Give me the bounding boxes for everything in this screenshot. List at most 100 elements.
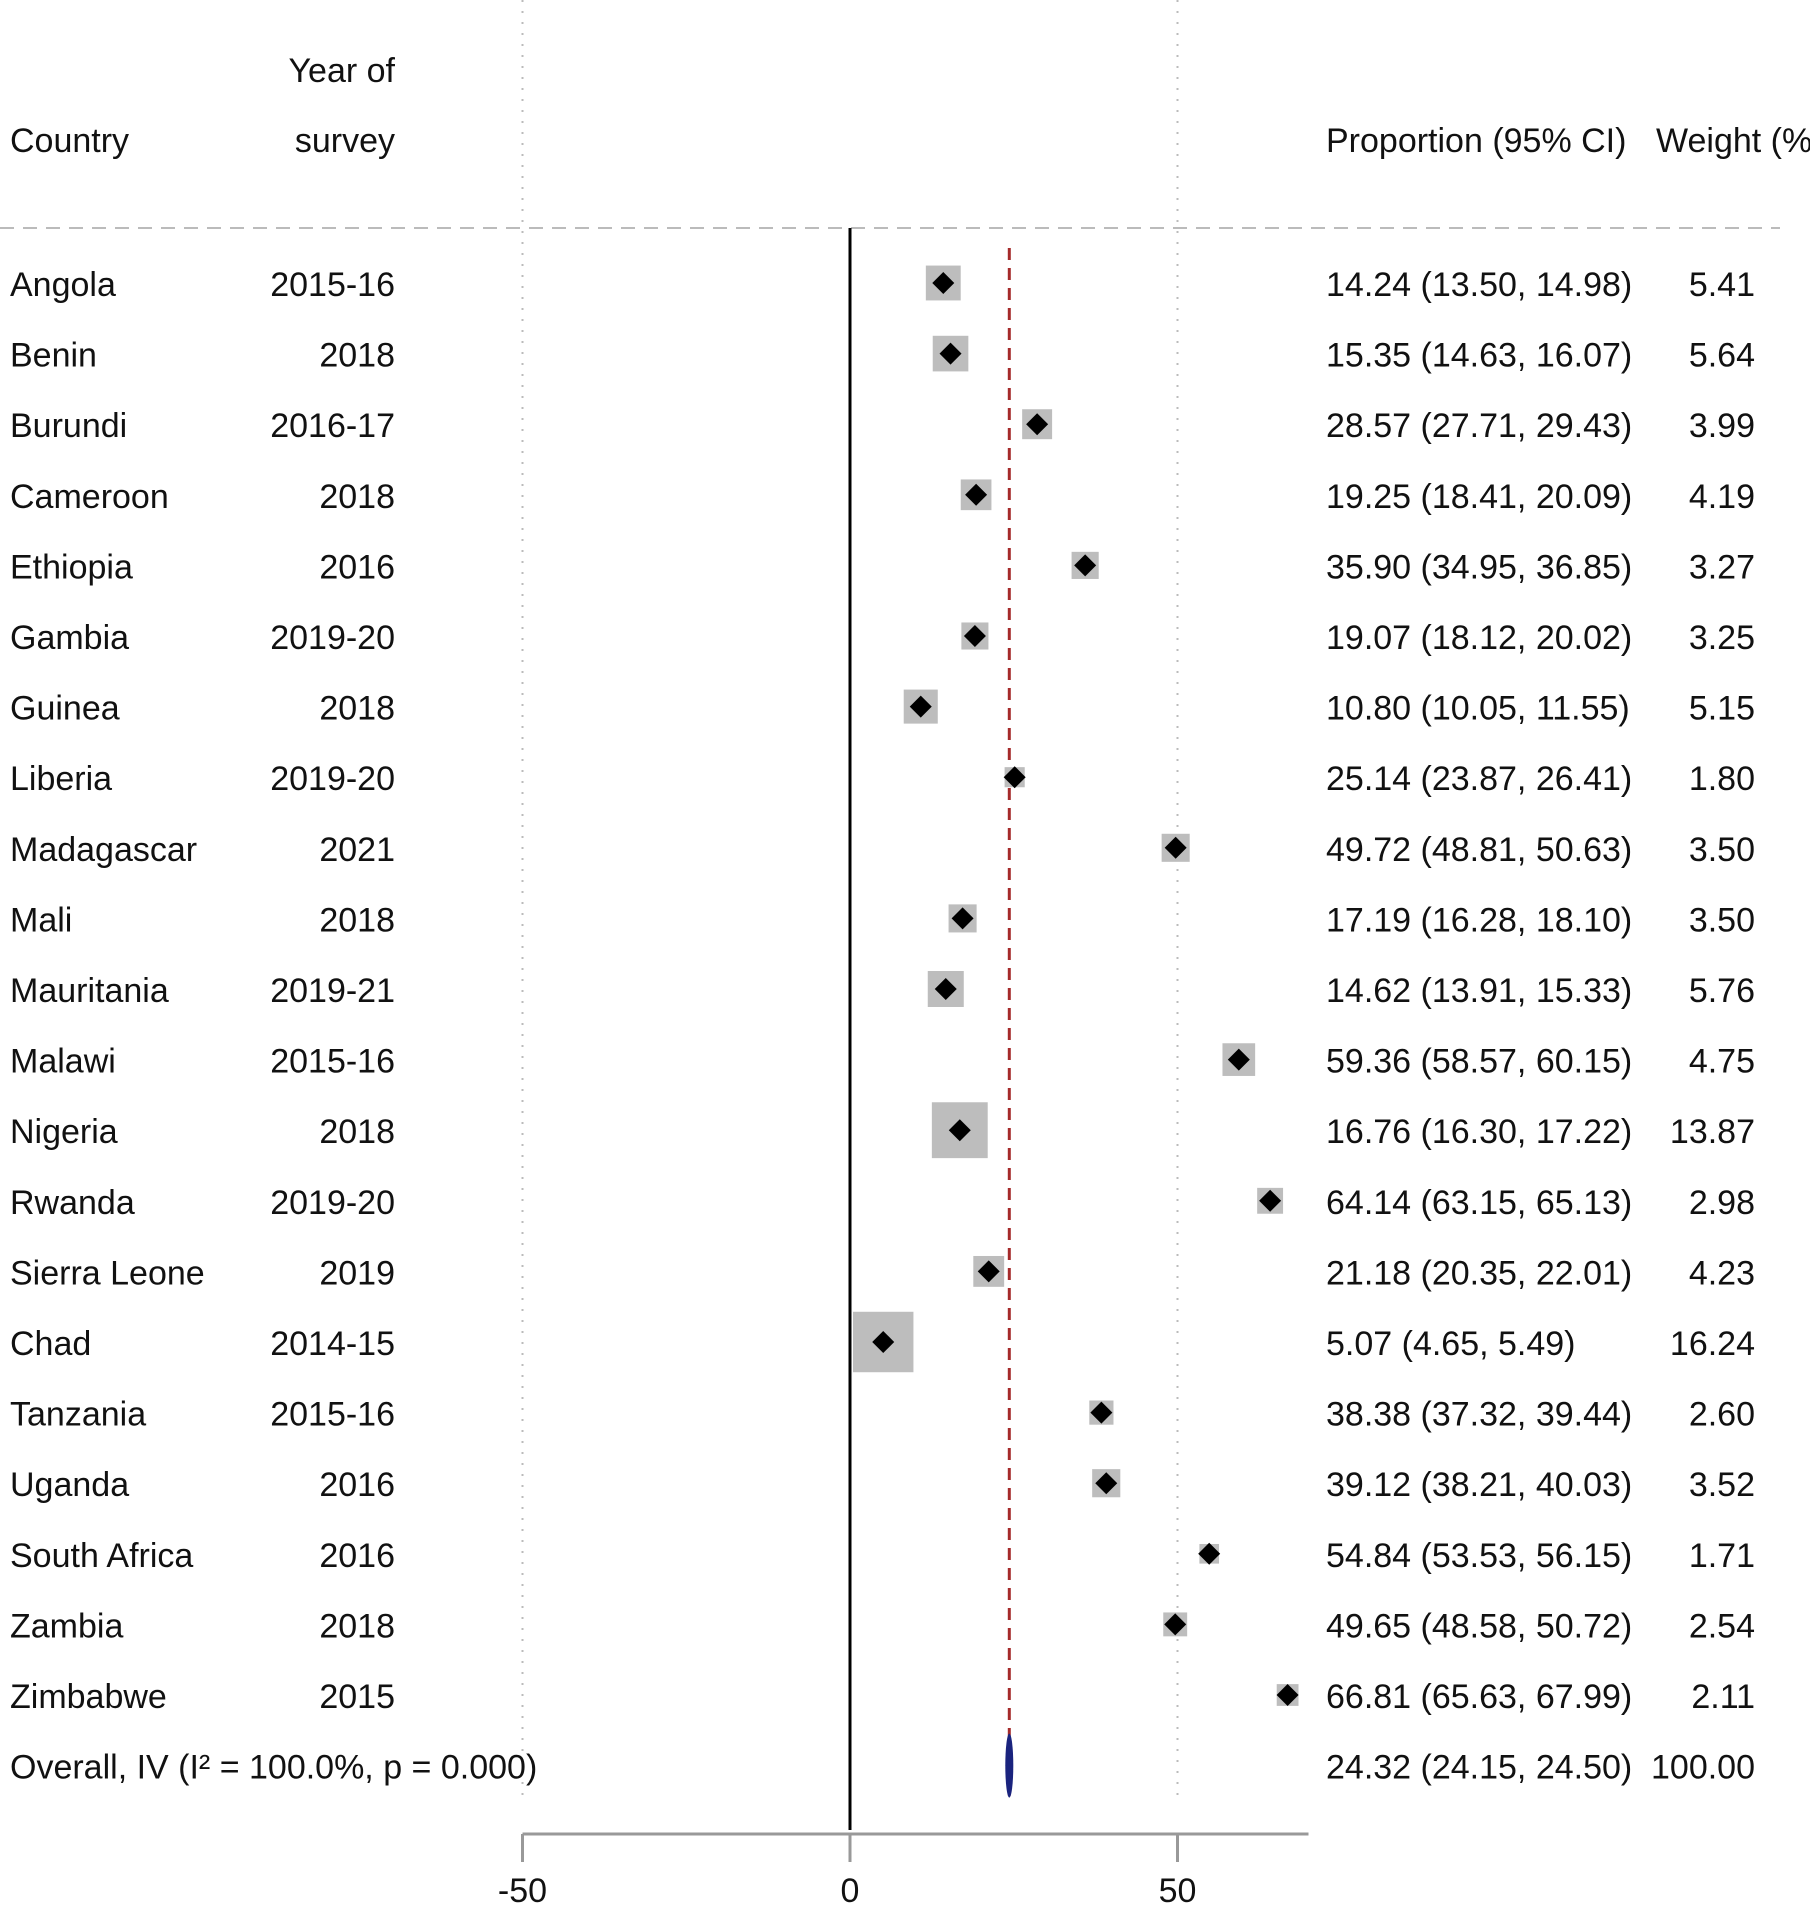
weight-text: 5.64 — [1689, 337, 1755, 375]
header-proportion: Proportion (95% CI) — [1326, 122, 1626, 160]
survey-year: 2018 — [319, 901, 395, 939]
ci-text: 54.84 (53.53, 56.15) — [1326, 1537, 1632, 1575]
ci-text: 16.76 (16.30, 17.22) — [1326, 1113, 1632, 1151]
survey-year: 2016 — [319, 1537, 395, 1575]
ci-text: 59.36 (58.57, 60.15) — [1326, 1043, 1632, 1081]
point-estimate — [951, 907, 974, 930]
country-label: Angola — [10, 266, 116, 304]
ci-text: 64.14 (63.15, 65.13) — [1326, 1184, 1632, 1222]
weight-text: 3.25 — [1689, 619, 1755, 657]
point-estimate — [1259, 1189, 1282, 1212]
study-row: Mali 2018 17.19 (16.28, 18.10) 3.50 — [10, 901, 1755, 939]
country-label: Benin — [10, 337, 97, 375]
country-label: Gambia — [10, 619, 129, 657]
point-estimate — [872, 1331, 895, 1353]
survey-year: 2018 — [319, 1113, 395, 1151]
study-row: Tanzania 2015-16 38.38 (37.32, 39.44) 2.60 — [10, 1396, 1755, 1434]
x-tick-label: 0 — [841, 1872, 860, 1906]
weight-text: 2.98 — [1689, 1184, 1755, 1222]
study-row: Mauritania 2019-21 14.62 (13.91, 15.33) 5.7… — [10, 971, 1755, 1010]
point-estimate — [909, 695, 932, 718]
ci-text: 5.07 (4.65, 5.49) — [1326, 1325, 1576, 1363]
study-row: Cameroon 2018 19.25 (18.41, 20.09) 4.19 — [10, 478, 1755, 516]
study-row: Burundi 2016-17 28.57 (27.71, 29.43) 3.99 — [10, 407, 1755, 445]
survey-year: 2019-20 — [270, 760, 395, 798]
study-row: Rwanda 2019-20 64.14 (63.15, 65.13) 2.98 — [10, 1184, 1755, 1222]
x-tick-label: 50 — [1159, 1872, 1197, 1906]
weight-text: 16.24 — [1670, 1325, 1755, 1363]
country-label: Madagascar — [10, 831, 197, 869]
study-row: Sierra Leone 2019 21.18 (20.35, 22.01) 4.23 — [10, 1254, 1755, 1292]
weight-text: 2.54 — [1689, 1607, 1755, 1645]
study-row: Liberia 2019-20 25.14 (23.87, 26.41) 1.80 — [10, 760, 1755, 798]
point-estimate — [1090, 1401, 1113, 1424]
country-label: Tanzania — [10, 1396, 146, 1434]
country-label: Guinea — [10, 690, 120, 728]
country-label: Liberia — [10, 760, 112, 798]
survey-year: 2016-17 — [270, 407, 395, 445]
point-estimate — [1095, 1472, 1118, 1495]
survey-year: 2019-20 — [270, 1184, 395, 1222]
study-row: South Africa 2016 54.84 (53.53, 56.15) 1.71 — [10, 1537, 1755, 1575]
point-estimate — [1227, 1048, 1250, 1071]
weight-text: 1.80 — [1689, 760, 1755, 798]
study-row: Zimbabwe 2015 66.81 (65.63, 67.99) 2.11 — [10, 1678, 1755, 1716]
survey-year: 2015-16 — [270, 1043, 395, 1081]
country-label: Mauritania — [10, 972, 169, 1010]
weight-text: 3.50 — [1689, 831, 1755, 869]
ci-text: 19.07 (18.12, 20.02) — [1326, 619, 1632, 657]
ci-text: 39.12 (38.21, 40.03) — [1326, 1466, 1632, 1504]
study-row: Gambia 2019-20 19.07 (18.12, 20.02) 3.25 — [10, 619, 1755, 657]
ci-text: 25.14 (23.87, 26.41) — [1326, 760, 1632, 798]
ci-text: 19.25 (18.41, 20.09) — [1326, 478, 1632, 516]
country-label: Rwanda — [10, 1184, 135, 1222]
grid-layer — [0, 0, 1780, 1800]
point-estimate — [977, 1260, 1000, 1283]
study-row: Uganda 2016 39.12 (38.21, 40.03) 3.52 — [10, 1466, 1755, 1504]
study-row: Ethiopia 2016 35.90 (34.95, 36.85) 3.27 — [10, 548, 1755, 586]
header-year-line2: survey — [295, 122, 395, 160]
weight-text: 3.50 — [1689, 901, 1755, 939]
ci-text: 15.35 (14.63, 16.07) — [1326, 337, 1632, 375]
weight-text: 4.23 — [1689, 1254, 1755, 1292]
ci-text: 49.72 (48.81, 50.63) — [1326, 831, 1632, 869]
country-label: Mali — [10, 901, 72, 939]
weight-text: 4.19 — [1689, 478, 1755, 516]
point-estimate — [1198, 1542, 1221, 1565]
country-label: Malawi — [10, 1043, 116, 1081]
overall-label: Overall, IV (I² = 100.0%, p = 0.000) — [10, 1749, 537, 1787]
point-estimate — [963, 625, 986, 647]
country-label: South Africa — [10, 1537, 193, 1575]
point-estimate — [939, 342, 962, 365]
point-estimate — [1026, 413, 1049, 436]
country-label: Zambia — [10, 1607, 123, 1645]
point-estimate — [934, 978, 957, 1000]
ci-text: 21.18 (20.35, 22.01) — [1326, 1254, 1632, 1292]
study-row: Nigeria 2018 16.76 (16.30, 17.22) 13.87 — [10, 1102, 1755, 1159]
point-estimate — [1276, 1684, 1299, 1706]
survey-year: 2018 — [319, 690, 395, 728]
point-estimate — [948, 1119, 971, 1142]
weight-text: 2.11 — [1691, 1678, 1755, 1716]
weight-text: 5.15 — [1689, 690, 1755, 728]
weight-text: 13.87 — [1670, 1113, 1755, 1151]
weight-text: 5.76 — [1689, 972, 1755, 1010]
ci-text: 49.65 (48.58, 50.72) — [1326, 1607, 1632, 1645]
point-estimate — [1074, 554, 1097, 577]
point-estimate — [1003, 766, 1026, 789]
weight-text: 4.75 — [1689, 1043, 1755, 1081]
country-label: Uganda — [10, 1466, 129, 1504]
x-axis: -50 0 50 — [498, 1832, 1309, 1906]
study-row: Zambia 2018 49.65 (48.58, 50.72) 2.54 — [10, 1607, 1755, 1645]
study-row: Chad 2014-15 5.07 (4.65, 5.49) 16.24 — [10, 1311, 1755, 1373]
country-label: Sierra Leone — [10, 1254, 205, 1292]
survey-year: 2021 — [319, 831, 395, 869]
overall-weight-text: 100.00 — [1651, 1749, 1755, 1787]
country-label: Ethiopia — [10, 548, 133, 586]
ci-text: 14.62 (13.91, 15.33) — [1326, 972, 1632, 1010]
survey-year: 2018 — [319, 1607, 395, 1645]
study-row: Angola 2015-16 14.24 (13.50, 14.98) 5.41 — [10, 265, 1755, 304]
study-rows: Angola 2015-16 14.24 (13.50, 14.98) 5.41 Ben… — [10, 265, 1755, 1716]
study-row: Benin 2018 15.35 (14.63, 16.07) 5.64 — [10, 335, 1755, 375]
survey-year: 2014-15 — [270, 1325, 395, 1363]
